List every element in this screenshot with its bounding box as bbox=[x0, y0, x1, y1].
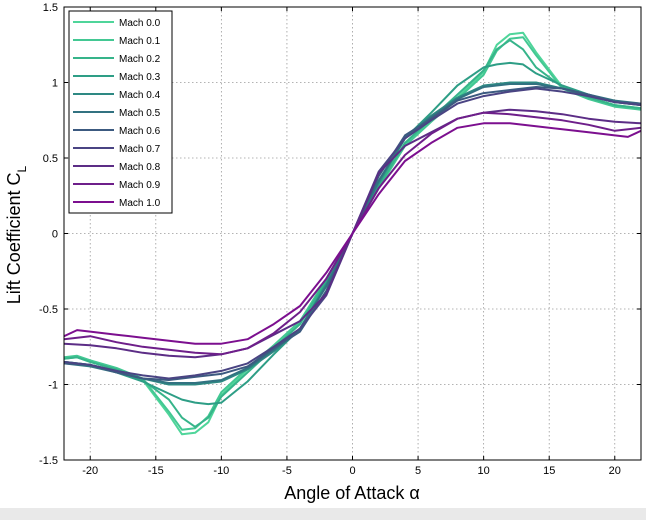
x-tick-label: 15 bbox=[543, 465, 555, 477]
x-tick-label: -10 bbox=[213, 465, 229, 477]
legend-label: Mach 0.2 bbox=[119, 54, 161, 65]
legend-label: Mach 0.5 bbox=[119, 108, 161, 119]
x-tick-label: 10 bbox=[478, 465, 490, 477]
legend-label: Mach 0.9 bbox=[119, 180, 161, 191]
series-line-mach-10 bbox=[64, 122, 641, 345]
legend-label: Mach 0.7 bbox=[119, 144, 161, 155]
y-axis-title-subscript: L bbox=[15, 165, 29, 172]
y-tick-label: -0.5 bbox=[39, 304, 58, 316]
legend-label: Mach 0.0 bbox=[119, 18, 161, 29]
y-tick-label: 0 bbox=[52, 229, 58, 241]
x-tick-label: 20 bbox=[609, 465, 621, 477]
legend-label: Mach 1.0 bbox=[119, 198, 161, 209]
legend-label: Mach 0.8 bbox=[119, 162, 161, 173]
x-axis-title: Angle of Attack α bbox=[284, 483, 419, 503]
series-lines bbox=[64, 31, 641, 436]
y-axis-title-main: Lift Coefficient C bbox=[4, 172, 24, 304]
x-tick-label: -15 bbox=[148, 465, 164, 477]
legend: Mach 0.0 Mach 0.1 Mach 0.2 Mach 0.3 Mach 0.4… bbox=[68, 10, 173, 214]
y-tick-label: 0.5 bbox=[43, 153, 58, 165]
y-tick-label: -1.5 bbox=[39, 455, 58, 467]
x-tick-label: -20 bbox=[82, 465, 98, 477]
x-tick-label: 5 bbox=[415, 465, 421, 477]
y-tick-label: 1 bbox=[52, 78, 58, 90]
y-tick-label: -1 bbox=[48, 380, 58, 392]
y-tick-label: 1.5 bbox=[43, 2, 58, 14]
y-axis-title: Lift Coefficient CL bbox=[4, 165, 29, 304]
legend-label: Mach 0.6 bbox=[119, 126, 161, 137]
x-tick-label: -5 bbox=[282, 465, 292, 477]
x-tick-label: 0 bbox=[349, 465, 355, 477]
legend-label: Mach 0.4 bbox=[119, 90, 161, 101]
legend-label: Mach 0.1 bbox=[119, 36, 161, 47]
axis-ticks: -20 -15 -10 -5 0 5 10 15 20 -1.5 -1 -0.5 0 0.5 1 1.5 bbox=[39, 2, 641, 477]
bottom-strip bbox=[0, 508, 646, 520]
legend-label: Mach 0.3 bbox=[119, 72, 161, 83]
